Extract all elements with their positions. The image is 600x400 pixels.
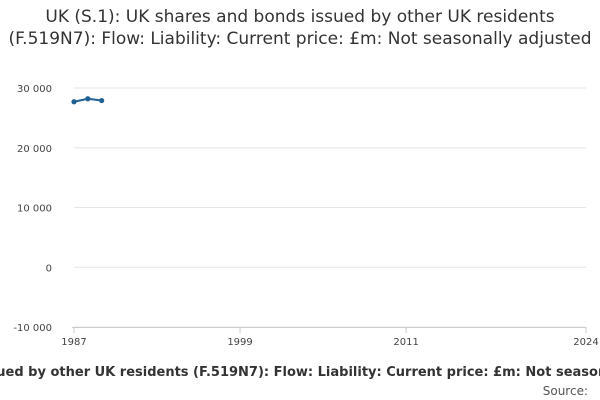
y-tick-label: 20 000 bbox=[17, 144, 52, 155]
y-tick-label: 10 000 bbox=[17, 204, 52, 215]
data-point[interactable] bbox=[85, 96, 91, 102]
x-tick-label: 2024 bbox=[573, 337, 598, 348]
data-point[interactable] bbox=[99, 97, 105, 104]
y-tick-label: -10 000 bbox=[13, 323, 52, 334]
x-axis: 1987 1999 2011 2024 bbox=[61, 327, 599, 348]
gridlines bbox=[74, 87, 586, 328]
x-axis-title-text: UK shares and bonds issued by other UK r… bbox=[0, 365, 600, 380]
series-group bbox=[71, 96, 105, 105]
chart-title: UK (S.1): UK shares and bonds issued by … bbox=[8, 7, 592, 49]
y-axis: 30 000 20 000 10 000 0 -10 000 bbox=[13, 84, 52, 334]
x-axis-title: UK shares and bonds issued by other UK r… bbox=[0, 365, 600, 383]
y-tick-label: 30 000 bbox=[17, 84, 52, 95]
data-point[interactable] bbox=[71, 99, 77, 105]
x-tick-label: 1987 bbox=[61, 337, 86, 348]
x-tick-label: 2011 bbox=[393, 337, 418, 348]
source-label: Source: bbox=[542, 384, 588, 398]
x-tick-label: 1999 bbox=[227, 337, 252, 348]
y-tick-label: 0 bbox=[46, 263, 52, 274]
